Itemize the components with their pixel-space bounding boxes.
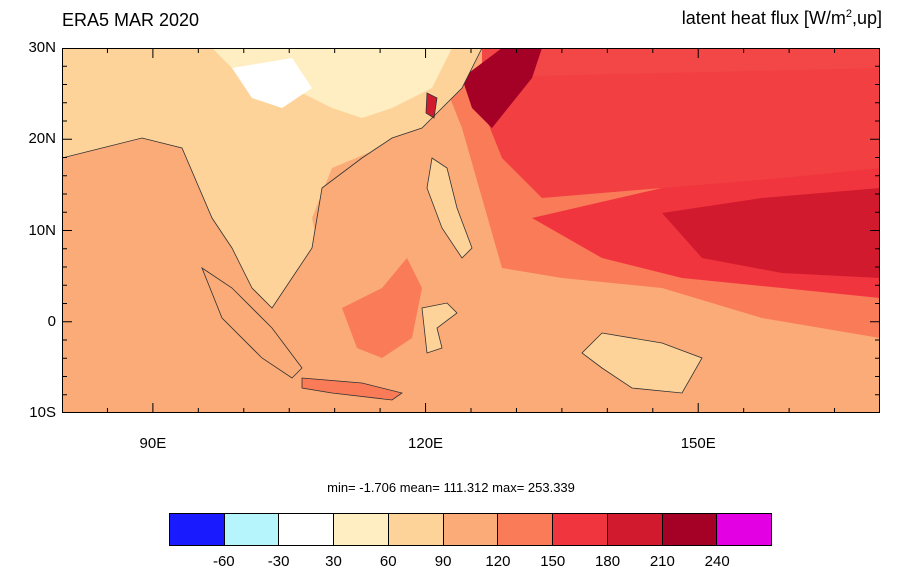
colorbar-swatch [224,514,280,545]
tick-layer [62,48,880,413]
java [301,377,403,401]
colorbar-label: -60 [212,553,235,570]
tibet-low [232,58,312,108]
colorbar-swatch [279,514,335,545]
colorbar-swatch [388,514,444,545]
statistics-line: min= -1.706 mean= 111.312 max= 253.339 [327,480,575,495]
lat-label: 10N [28,221,56,239]
colorbar-label: 120 [485,553,511,570]
variable-title-prefix: latent heat flux [W/m [681,8,846,28]
colorbar-swatch [553,514,608,545]
borneo [342,258,422,358]
colorbar-label: 210 [649,553,675,570]
colorbar-swatch [334,514,389,545]
taiwan [425,92,438,119]
sumatra [201,266,303,379]
colorbar-swatch [607,514,663,545]
sulawesi [421,302,458,354]
colorbar [169,513,772,546]
flux-map [62,48,880,413]
colorbar-swatch [662,514,718,545]
colorbar-label: 30 [325,553,342,570]
lat-label: 20N [28,130,56,148]
variable-title-exponent: 2 [845,8,852,20]
lon-label: 120E [408,435,444,452]
philippines [426,157,473,259]
lon-label: 90E [139,435,167,452]
colorbar-swatch [717,514,772,545]
map-panel [62,48,880,413]
lon-label: 150E [680,435,716,452]
colorbar-label: 180 [595,553,621,570]
new-guinea [581,332,703,394]
variable-title: latent heat flux [W/m2,up] [682,8,882,29]
colorbar-swatch [170,514,225,545]
lat-label: 0 [47,312,56,330]
map-title: ERA5 MAR 2020 [62,10,200,30]
variable-title-suffix: ,up] [851,8,882,28]
mainland-coastline [62,48,483,309]
colorbar-label: -30 [267,553,290,570]
east-china-sea-max [462,48,542,128]
max-flux-core [662,188,880,278]
colorbar-swatch [498,514,554,545]
colorbar-swatch [443,514,499,545]
colorbar-label: 240 [704,553,730,570]
lat-label: 10S [29,404,56,421]
lat-label: 30N [28,39,56,56]
colorbar-label: 90 [434,553,452,570]
colorbar-label: 60 [379,553,397,570]
colorbar-label: 150 [540,553,566,570]
